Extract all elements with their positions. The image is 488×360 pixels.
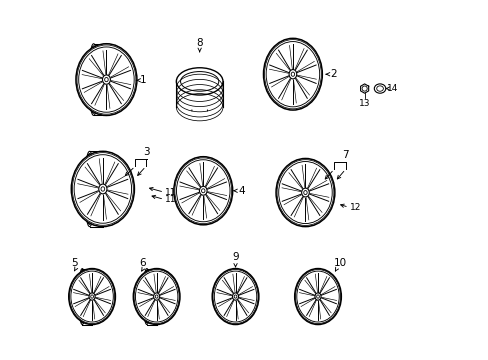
Ellipse shape bbox=[101, 187, 104, 191]
Ellipse shape bbox=[155, 295, 158, 298]
Ellipse shape bbox=[373, 84, 385, 93]
Text: 8: 8 bbox=[196, 38, 203, 48]
Ellipse shape bbox=[142, 269, 150, 324]
Ellipse shape bbox=[142, 270, 150, 323]
Ellipse shape bbox=[290, 72, 294, 76]
Ellipse shape bbox=[234, 295, 236, 298]
Ellipse shape bbox=[78, 269, 86, 324]
Text: 7: 7 bbox=[342, 150, 348, 160]
Ellipse shape bbox=[214, 271, 256, 322]
Text: 10: 10 bbox=[333, 258, 346, 268]
Text: 11: 11 bbox=[164, 195, 176, 204]
Ellipse shape bbox=[133, 269, 180, 324]
Ellipse shape bbox=[176, 68, 223, 95]
Ellipse shape bbox=[153, 293, 160, 300]
Ellipse shape bbox=[88, 46, 99, 113]
Ellipse shape bbox=[276, 158, 334, 226]
Ellipse shape bbox=[278, 162, 331, 224]
Text: 1: 1 bbox=[140, 75, 146, 85]
Ellipse shape bbox=[84, 151, 95, 226]
Ellipse shape bbox=[88, 48, 99, 111]
Ellipse shape bbox=[99, 184, 107, 194]
Ellipse shape bbox=[296, 271, 339, 322]
Ellipse shape bbox=[232, 293, 238, 300]
Ellipse shape bbox=[294, 269, 341, 324]
Ellipse shape bbox=[76, 44, 137, 116]
Ellipse shape bbox=[88, 44, 99, 116]
Ellipse shape bbox=[84, 154, 95, 224]
Ellipse shape bbox=[316, 295, 319, 298]
Ellipse shape bbox=[91, 295, 93, 298]
Ellipse shape bbox=[74, 155, 131, 223]
Ellipse shape bbox=[263, 39, 322, 110]
Ellipse shape bbox=[69, 269, 115, 324]
Ellipse shape bbox=[201, 189, 204, 193]
Text: 4: 4 bbox=[238, 186, 244, 196]
Ellipse shape bbox=[135, 271, 178, 322]
Ellipse shape bbox=[84, 156, 95, 222]
Ellipse shape bbox=[78, 270, 86, 323]
Ellipse shape bbox=[265, 41, 319, 107]
Ellipse shape bbox=[303, 190, 306, 194]
Text: 11: 11 bbox=[164, 188, 176, 197]
Ellipse shape bbox=[89, 293, 95, 300]
Ellipse shape bbox=[142, 272, 150, 321]
Ellipse shape bbox=[314, 293, 321, 300]
Text: 6: 6 bbox=[139, 258, 146, 268]
Ellipse shape bbox=[174, 157, 232, 225]
Text: 3: 3 bbox=[143, 147, 150, 157]
Ellipse shape bbox=[71, 271, 113, 322]
Text: 14: 14 bbox=[386, 84, 397, 93]
Text: 13: 13 bbox=[358, 99, 369, 108]
Ellipse shape bbox=[102, 75, 110, 84]
Text: 5: 5 bbox=[72, 258, 78, 268]
Ellipse shape bbox=[288, 69, 296, 79]
Ellipse shape bbox=[301, 188, 308, 197]
Ellipse shape bbox=[212, 269, 258, 324]
Text: 2: 2 bbox=[329, 69, 336, 79]
Ellipse shape bbox=[71, 151, 134, 226]
Ellipse shape bbox=[104, 77, 108, 82]
Text: 9: 9 bbox=[232, 252, 238, 262]
Ellipse shape bbox=[79, 47, 134, 112]
Ellipse shape bbox=[176, 160, 229, 222]
Ellipse shape bbox=[78, 272, 86, 321]
Text: 12: 12 bbox=[349, 203, 360, 212]
Ellipse shape bbox=[199, 186, 206, 195]
